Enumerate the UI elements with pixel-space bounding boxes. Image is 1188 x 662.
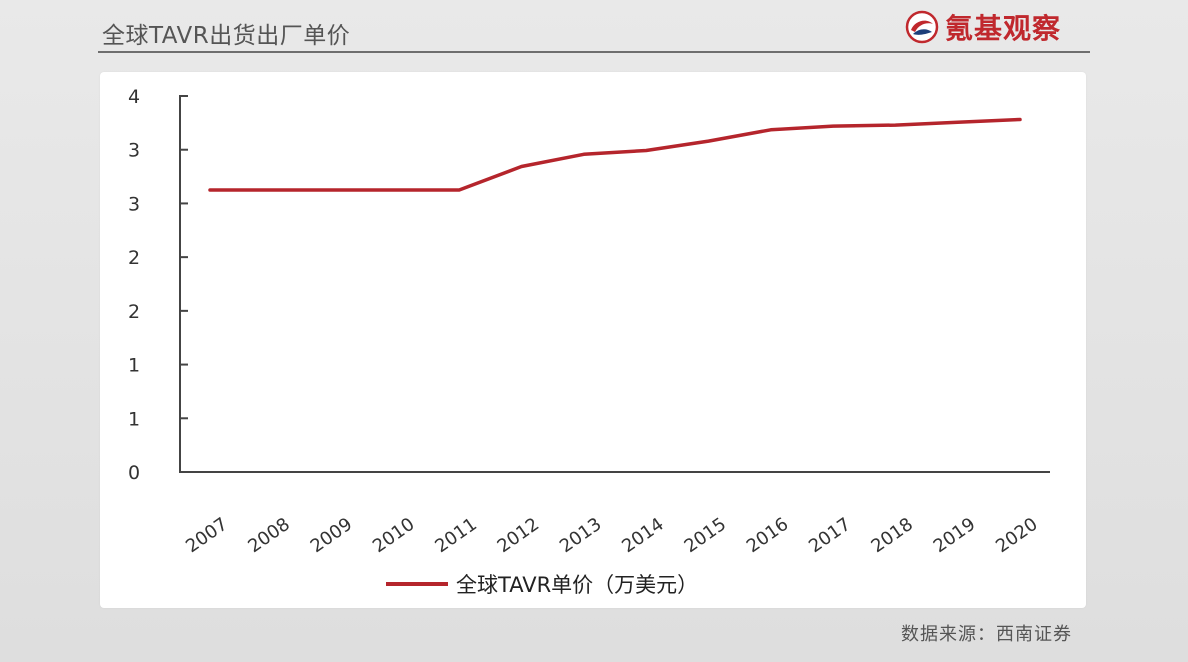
series-lines <box>208 117 1022 192</box>
series-line <box>208 117 1022 192</box>
x-tick-label: 2011 <box>431 514 481 557</box>
y-tick-label: 0 <box>128 462 140 484</box>
y-tick-label: 3 <box>128 140 140 162</box>
x-tick-label: 2013 <box>556 514 606 557</box>
x-tick-label: 2018 <box>867 514 917 557</box>
x-tick-label: 2017 <box>805 514 855 557</box>
x-tick-label: 2016 <box>743 514 793 557</box>
x-tick-label: 2019 <box>930 514 980 557</box>
brand-logo-text: 氪基观察 <box>945 12 1062 45</box>
chart-legend: 全球TAVR单价（万美元） <box>386 573 698 597</box>
legend-label: 全球TAVR单价（万美元） <box>456 573 698 597</box>
data-source-note: 数据来源：西南证券 <box>901 624 1072 645</box>
x-tick-label: 2010 <box>369 514 419 557</box>
x-axis: 2007 2008 2009 2010 2011 2012 2013 2014 2015 2016… <box>180 471 1050 557</box>
x-tick-label: 2015 <box>681 514 731 557</box>
x-tick-label: 2014 <box>618 514 668 557</box>
brand-logo: 氪基观察 <box>905 6 1061 48</box>
y-tick-label: 1 <box>128 355 140 377</box>
header-divider <box>98 51 1090 53</box>
x-tick-label: 2007 <box>182 514 232 557</box>
y-tick-label: 4 <box>128 86 140 108</box>
x-tick-label: 2020 <box>992 514 1042 557</box>
chart-panel: 0 1 1 2 2 3 3 4 2007 2008 2009 2010 2011 2012 2013 201… <box>100 72 1086 608</box>
y-axis: 0 1 1 2 2 3 3 4 <box>128 86 188 484</box>
y-tick-label: 1 <box>128 408 140 430</box>
y-tick-label: 2 <box>128 247 140 269</box>
header-title: 全球TAVR出货出厂单价 <box>102 23 351 49</box>
y-tick-label: 3 <box>128 193 140 215</box>
brand-swirl-icon <box>905 10 939 44</box>
x-tick-label: 2008 <box>244 514 294 557</box>
y-tick-label: 2 <box>128 301 140 323</box>
x-tick-label: 2012 <box>494 514 544 557</box>
x-tick-label: 2009 <box>307 514 357 557</box>
line-chart: 0 1 1 2 2 3 3 4 2007 2008 2009 2010 2011 2012 2013 201… <box>128 86 1050 597</box>
